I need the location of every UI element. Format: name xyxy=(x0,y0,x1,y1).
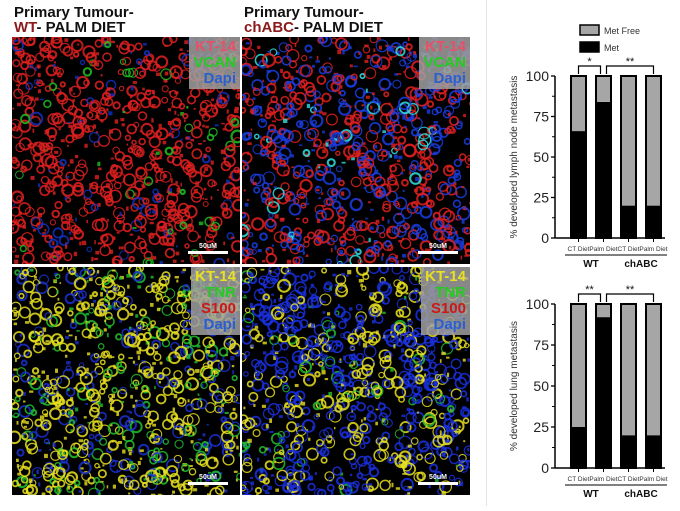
title-wt: Primary Tumour- WT- PALM DIET xyxy=(14,5,134,35)
x-tick-label: Palm Diet xyxy=(639,246,667,253)
legend-label: Met xyxy=(604,43,620,53)
scale-line xyxy=(418,482,458,485)
group-label: WT xyxy=(583,259,599,270)
bar-met xyxy=(646,206,661,238)
x-tick-label: Palm Diet xyxy=(589,246,617,253)
y-tick-label: 75 xyxy=(533,109,549,125)
bar-met xyxy=(596,102,611,238)
significance-label: ** xyxy=(626,56,635,68)
stain-label-dapi: Dapi xyxy=(195,317,236,333)
bar-met xyxy=(571,131,586,238)
y-tick-label: 50 xyxy=(533,149,549,165)
title-line1: Primary Tumour- xyxy=(14,5,134,20)
scale-label: 50uM xyxy=(188,243,228,250)
stain-label-vcan: VCAN xyxy=(423,55,466,71)
lymph-node-chart: Met Free Met % developed lymph node metast… xyxy=(490,0,680,275)
x-tick-label: CT Diet xyxy=(618,476,640,483)
scale-line xyxy=(418,251,458,254)
x-tick-label: Palm Diet xyxy=(639,476,667,483)
y-tick-label: 25 xyxy=(533,419,549,435)
bar-met xyxy=(621,206,636,238)
stain-label-kt-14: KT-14 xyxy=(425,269,466,285)
title-rest: - PALM DIET xyxy=(294,19,383,36)
significance-label: ** xyxy=(626,284,635,296)
group-label: WT xyxy=(583,489,599,500)
stain-label-s100: S100 xyxy=(195,301,236,317)
stain-label-dapi: Dapi xyxy=(423,71,466,87)
bar-met xyxy=(571,427,586,468)
y-tick-label: 0 xyxy=(541,460,549,476)
y-axis-label: % developed lung metastasis xyxy=(509,321,520,451)
title-line1: Primary Tumour- xyxy=(244,5,383,20)
bar-met-free xyxy=(596,76,611,102)
stain-label-tnr: TNR xyxy=(425,285,466,301)
y-tick-label: 75 xyxy=(533,337,549,353)
y-tick-label: 25 xyxy=(533,190,549,206)
group-label: chABC xyxy=(624,259,657,270)
x-tick-label: CT Diet xyxy=(568,476,590,483)
stain-label-dapi: Dapi xyxy=(425,317,466,333)
group-label: chABC xyxy=(624,489,657,500)
stain-label-vcan: VCAN xyxy=(193,55,236,71)
stain-label-s100: S100 xyxy=(425,301,466,317)
scale-line xyxy=(188,482,228,485)
bar-met-free xyxy=(646,76,661,206)
scale-bar: 50uM xyxy=(418,243,458,254)
bar-met-free xyxy=(646,304,661,435)
stain-label-dapi: Dapi xyxy=(193,71,236,87)
bar-met xyxy=(646,435,661,468)
scale-bar: 50uM xyxy=(188,474,228,485)
bar-met xyxy=(596,317,611,468)
y-axis-label: % developed lymph node metastasis xyxy=(509,76,520,239)
divider xyxy=(486,0,487,506)
significance-label: * xyxy=(587,56,592,68)
legend-swatch-met xyxy=(580,42,599,52)
legend-swatch-met-free xyxy=(580,25,599,35)
title-rest: - PALM DIET xyxy=(37,19,126,36)
bar-met-free xyxy=(571,76,586,131)
bar-met-free xyxy=(596,304,611,317)
legend-label: Met Free xyxy=(604,26,640,36)
bar-met xyxy=(621,435,636,468)
title-genotype: chABC xyxy=(244,19,294,36)
y-tick-label: 100 xyxy=(526,68,550,84)
scale-line xyxy=(188,251,228,254)
scale-bar: 50uM xyxy=(418,474,458,485)
scale-label: 50uM xyxy=(418,474,458,481)
stain-label-kt-14: KT-14 xyxy=(193,39,236,55)
title-chabc: Primary Tumour- chABC- PALM DIET xyxy=(244,5,383,35)
scale-label: 50uM xyxy=(418,243,458,250)
lung-chart: % developed lung metastasis 0 25 50 75 100 CT … xyxy=(490,280,680,506)
y-tick-label: 0 xyxy=(541,230,549,246)
bar-met-free xyxy=(621,76,636,206)
bar-met-free xyxy=(571,304,586,427)
title-genotype: WT xyxy=(14,19,37,36)
significance-label: ** xyxy=(585,284,594,296)
scale-bar: 50uM xyxy=(188,243,228,254)
stain-label-kt-14: KT-14 xyxy=(195,269,236,285)
stain-label-kt-14: KT-14 xyxy=(423,39,466,55)
y-tick-label: 50 xyxy=(533,378,549,394)
x-tick-label: Palm Diet xyxy=(589,476,617,483)
x-tick-label: CT Diet xyxy=(618,246,640,253)
scale-label: 50uM xyxy=(188,474,228,481)
x-tick-label: CT Diet xyxy=(568,246,590,253)
bar-met-free xyxy=(621,304,636,435)
y-tick-label: 100 xyxy=(526,296,550,312)
stain-label-tnr: TNR xyxy=(195,285,236,301)
